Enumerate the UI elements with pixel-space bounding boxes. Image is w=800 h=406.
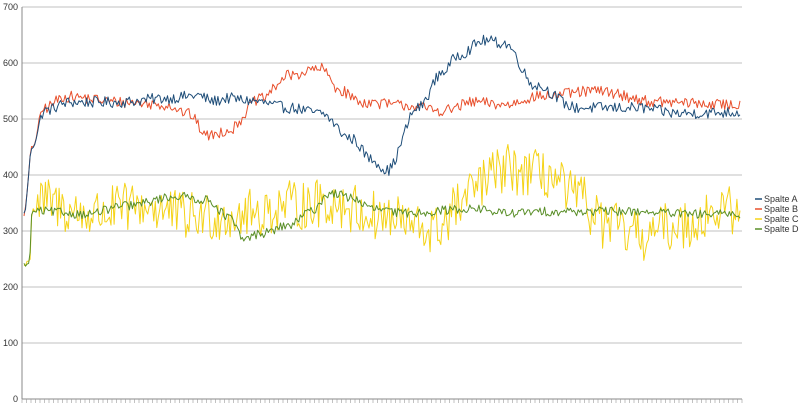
series-lines — [23, 34, 741, 267]
y-tick-label: 500 — [3, 114, 18, 124]
y-tick-label: 0 — [13, 394, 18, 404]
legend-label: Spalte D — [764, 224, 799, 234]
series-line-spalte-b — [23, 62, 741, 217]
y-tick-label: 400 — [3, 170, 18, 180]
series-line-spalte-a — [23, 34, 741, 214]
legend-label: Spalte B — [764, 204, 798, 214]
axes: 0 100 200 300 400 500 600 700 — [3, 2, 743, 404]
legend-label: Spalte A — [764, 194, 798, 204]
legend-label: Spalte C — [764, 214, 799, 224]
series-line-spalte-d — [23, 189, 741, 267]
y-tick-label: 200 — [3, 282, 18, 292]
y-tick-label: 100 — [3, 338, 18, 348]
y-tick-label: 700 — [3, 2, 18, 12]
y-tick-label: 600 — [3, 58, 18, 68]
y-tick-label: 300 — [3, 226, 18, 236]
